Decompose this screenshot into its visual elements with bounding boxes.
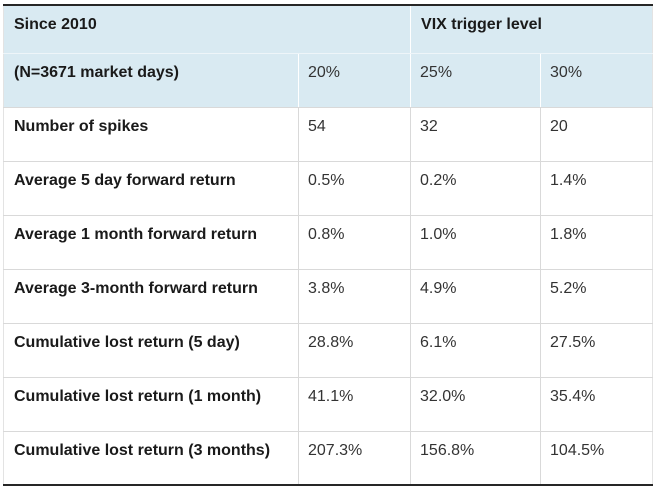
value-cell-20pct: 3.8% (298, 269, 412, 324)
value-cell-25pct: 32.0% (410, 377, 542, 432)
metric-label: Cumulative lost return (5 day) (3, 323, 299, 378)
metric-label: Number of spikes (3, 107, 299, 162)
column-group-header: VIX trigger level (410, 5, 653, 54)
metric-label: Cumulative lost return (3 months) (3, 431, 299, 486)
value-cell-30pct: 20 (540, 107, 654, 162)
value-cell-25pct: 32 (410, 107, 542, 162)
value-cell-25pct: 4.9% (410, 269, 542, 324)
col-header-20pct: 20% (298, 53, 412, 108)
value-cell-20pct: 41.1% (298, 377, 412, 432)
value-cell-30pct: 35.4% (540, 377, 654, 432)
value-cell-30pct: 27.5% (540, 323, 654, 378)
col-header-25pct: 25% (410, 53, 542, 108)
metric-label: Cumulative lost return (1 month) (3, 377, 299, 432)
value-cell-25pct: 0.2% (410, 161, 542, 216)
header-row-columns: (N=3671 market days) 20% 25% 30% (3, 53, 654, 108)
value-cell-25pct: 1.0% (410, 215, 542, 270)
value-cell-20pct: 28.8% (298, 323, 412, 378)
metric-label: Average 3-month forward return (3, 269, 299, 324)
metric-label: Average 1 month forward return (3, 215, 299, 270)
vix-trigger-table: Since 2010 VIX trigger level (N=3671 mar… (3, 4, 654, 486)
value-cell-25pct: 156.8% (410, 431, 542, 486)
page: Since 2010 VIX trigger level (N=3671 mar… (0, 4, 660, 488)
table-row-avg-5-day-return: Average 5 day forward return 0.5% 0.2% 1… (3, 161, 654, 216)
value-cell-30pct: 5.2% (540, 269, 654, 324)
value-cell-20pct: 0.5% (298, 161, 412, 216)
value-cell-20pct: 0.8% (298, 215, 412, 270)
table-row-cumulative-lost-5-day: Cumulative lost return (5 day) 28.8% 6.1… (3, 323, 654, 378)
col-header-30pct: 30% (540, 53, 654, 108)
header-row-title: Since 2010 VIX trigger level (3, 5, 653, 54)
table-title: Since 2010 (3, 5, 412, 54)
table-row-cumulative-lost-1-month: Cumulative lost return (1 month) 41.1% 3… (3, 377, 654, 432)
value-cell-30pct: 104.5% (540, 431, 654, 486)
value-cell-30pct: 1.8% (540, 215, 654, 270)
table-row-avg-1-month-return: Average 1 month forward return 0.8% 1.0%… (3, 215, 654, 270)
value-cell-30pct: 1.4% (540, 161, 654, 216)
sample-size-label: (N=3671 market days) (3, 53, 299, 108)
table-row-cumulative-lost-3-months: Cumulative lost return (3 months) 207.3%… (3, 431, 654, 486)
value-cell-25pct: 6.1% (410, 323, 542, 378)
value-cell-20pct: 54 (298, 107, 412, 162)
value-cell-20pct: 207.3% (298, 431, 412, 486)
metric-label: Average 5 day forward return (3, 161, 299, 216)
table-row-avg-3-month-return: Average 3-month forward return 3.8% 4.9%… (3, 269, 654, 324)
table-row-number-of-spikes: Number of spikes 54 32 20 (3, 107, 654, 162)
